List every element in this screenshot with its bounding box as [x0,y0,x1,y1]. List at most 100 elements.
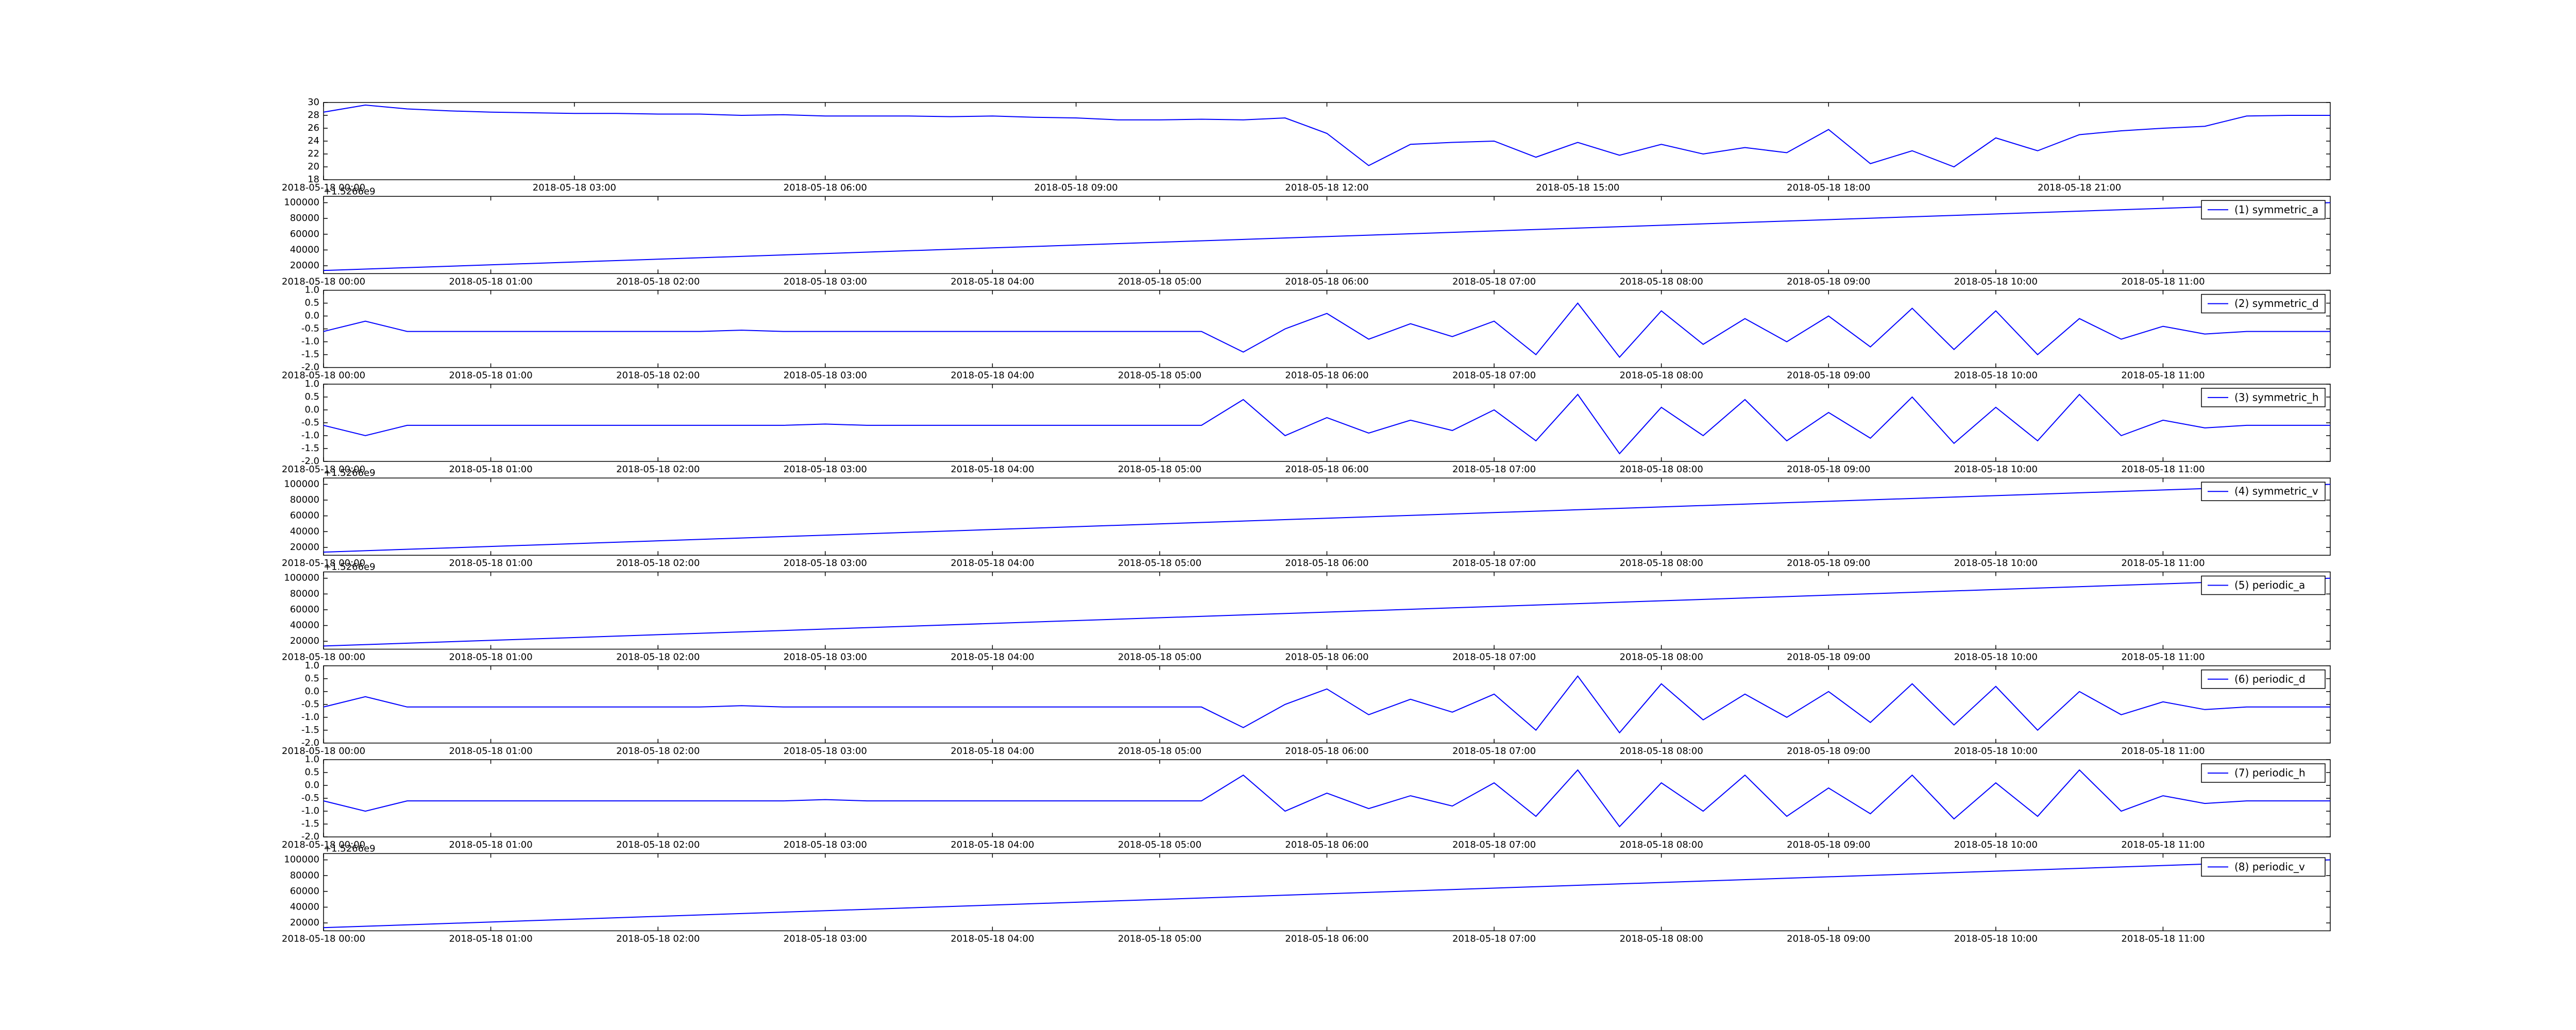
x-tick-label: 2018-05-18 10:00 [1954,933,2038,944]
x-tick-label: 2018-05-18 07:00 [1452,746,1536,757]
y-tick-label: -1.5 [301,725,319,735]
y-tick-label: 0.0 [304,780,319,791]
y-tick-label: -1.5 [301,818,319,829]
y-tick-label: 20000 [290,917,319,928]
y-tick-label: -0.5 [301,699,319,710]
y-tick-label: -1.0 [301,712,319,723]
x-tick-label: 2018-05-18 02:00 [616,746,700,757]
y-tick-label: 0.5 [304,391,319,402]
x-tick-label: 2018-05-18 08:00 [1620,652,1703,663]
x-tick-label: 2018-05-18 12:00 [1285,182,1368,193]
x-tick-label: 2018-05-18 03:00 [784,746,867,757]
x-tick-label: 2018-05-18 03:00 [784,370,867,381]
x-tick-label: 2018-05-18 07:00 [1452,933,1536,944]
x-tick-label: 2018-05-18 11:00 [2121,464,2205,475]
y-tick-label: 100000 [284,573,319,583]
x-tick-label: 2018-05-18 08:00 [1620,933,1703,944]
legend-label: (2) symmetric_d [2234,297,2319,310]
x-tick-label: 2018-05-18 06:00 [1285,464,1368,475]
x-tick-label: 2018-05-18 15:00 [1536,182,1619,193]
y-tick-label: 0.5 [304,767,319,778]
y-tick-label: 0.0 [304,686,319,697]
x-tick-label: 2018-05-18 10:00 [1954,276,2038,287]
offset-text: +1.5266e9 [324,562,376,573]
y-tick-label: 60000 [290,604,319,615]
x-tick-label: 2018-05-18 07:00 [1452,276,1536,287]
y-tick-label: 80000 [290,870,319,881]
legend-label: (6) periodic_d [2234,673,2306,685]
x-tick-label: 2018-05-18 04:00 [951,933,1034,944]
x-tick-label: 2018-05-18 11:00 [2121,933,2205,944]
x-tick-label: 2018-05-18 00:00 [282,558,365,569]
y-tick-label: -0.5 [301,417,319,428]
y-tick-label: 40000 [290,244,319,255]
axes-frame [323,196,2331,274]
x-tick-label: 2018-05-18 05:00 [1118,839,1201,850]
x-tick-label: 2018-05-18 05:00 [1118,276,1201,287]
x-tick-label: 2018-05-18 00:00 [282,933,365,944]
data-line [323,393,2330,455]
y-tick-label: -2.0 [301,831,319,842]
x-tick-label: 2018-05-18 01:00 [449,652,532,663]
x-tick-label: 2018-05-18 05:00 [1118,746,1201,757]
x-tick-label: 2018-05-18 08:00 [1620,276,1703,287]
x-tick-label: 2018-05-18 05:00 [1118,933,1201,944]
x-tick-label: 2018-05-18 09:00 [1787,746,1870,757]
x-tick-label: 2018-05-18 11:00 [2121,276,2205,287]
y-tick-label: 20 [308,161,319,172]
x-tick-label: 2018-05-18 10:00 [1954,746,2038,757]
y-tick-label: -0.5 [301,323,319,334]
y-tick-label: 100000 [284,854,319,865]
x-tick-label: 2018-05-18 07:00 [1452,558,1536,569]
x-tick-label: 2018-05-18 07:00 [1452,652,1536,663]
y-tick-label: 22 [308,148,319,159]
x-tick-label: 2018-05-18 00:00 [282,370,365,381]
offset-text: +1.5266e9 [324,468,376,478]
x-tick-label: 2018-05-18 21:00 [2038,182,2121,193]
y-tick-label: -1.5 [301,349,319,360]
y-tick-label: 1.0 [304,379,319,389]
x-tick-label: 2018-05-18 11:00 [2121,839,2205,850]
x-tick-label: 2018-05-18 01:00 [449,276,532,287]
data-line [323,104,2330,168]
y-tick-label: 60000 [290,229,319,239]
y-tick-label: 0.5 [304,298,319,308]
x-tick-label: 2018-05-18 18:00 [1787,182,1870,193]
y-tick-label: 1.0 [304,285,319,296]
x-tick-label: 2018-05-18 09:00 [1787,839,1870,850]
axes-frame [323,853,2331,932]
x-tick-label: 2018-05-18 02:00 [616,370,700,381]
x-tick-label: 2018-05-18 11:00 [2121,746,2205,757]
y-tick-label: 80000 [290,494,319,505]
x-tick-label: 2018-05-18 03:00 [784,839,867,850]
x-tick-label: 2018-05-18 02:00 [616,276,700,287]
x-tick-label: 2018-05-18 01:00 [449,558,532,569]
y-tick-label: -0.5 [301,793,319,803]
y-tick-label: -1.0 [301,336,319,347]
y-tick-label: 20000 [290,542,319,553]
y-tick-label: 24 [308,135,319,146]
data-line [323,577,2331,647]
data-line [323,859,2331,929]
axes-frame [323,384,2331,462]
x-tick-label: 2018-05-18 06:00 [1285,746,1368,757]
y-tick-label: 1.0 [304,660,319,671]
x-tick-label: 2018-05-18 03:00 [784,652,867,663]
y-tick-label: 80000 [290,588,319,599]
x-tick-label: 2018-05-18 04:00 [951,746,1034,757]
axes-frame [323,759,2331,837]
x-tick-label: 2018-05-18 05:00 [1118,652,1201,663]
x-tick-label: 2018-05-18 06:00 [1285,652,1368,663]
x-tick-label: 2018-05-18 00:00 [282,746,365,757]
x-tick-label: 2018-05-18 08:00 [1620,558,1703,569]
x-tick-label: 2018-05-18 06:00 [1285,370,1368,381]
x-tick-label: 2018-05-18 11:00 [2121,558,2205,569]
x-tick-label: 2018-05-18 00:00 [282,464,365,475]
x-tick-label: 2018-05-18 11:00 [2121,370,2205,381]
y-tick-label: -1.0 [301,430,319,441]
offset-text: +1.5266e9 [324,186,376,197]
x-tick-label: 2018-05-18 10:00 [1954,558,2038,569]
y-tick-label: 0.5 [304,673,319,684]
legend-label: (4) symmetric_v [2234,485,2318,497]
y-tick-label: 100000 [284,197,319,208]
